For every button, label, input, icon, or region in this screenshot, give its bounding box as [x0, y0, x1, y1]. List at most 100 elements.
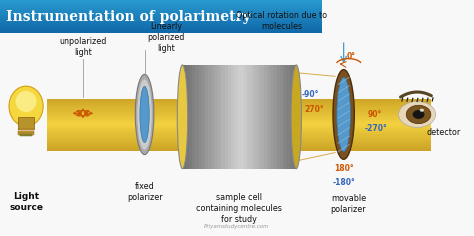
Bar [47, 135, 431, 136]
Bar [47, 145, 431, 147]
Bar [0, 0, 322, 1]
Bar [202, 65, 205, 169]
Bar [47, 128, 431, 130]
Bar [47, 120, 431, 122]
Bar [47, 136, 431, 139]
Ellipse shape [337, 77, 350, 152]
Bar [221, 65, 225, 169]
Bar [0, 7, 322, 8]
Bar [0, 26, 322, 27]
Bar [290, 65, 293, 169]
Text: movable
polarizer: movable polarizer [330, 194, 366, 214]
Bar [0, 12, 322, 13]
Bar [264, 65, 267, 169]
Bar [192, 65, 195, 169]
Bar [182, 65, 186, 169]
Bar [47, 124, 431, 126]
Bar [0, 19, 322, 20]
Bar [20, 134, 32, 136]
Text: Linearly
polarized
light: Linearly polarized light [147, 22, 184, 53]
Bar [0, 25, 322, 26]
Bar [231, 65, 235, 169]
Bar [293, 65, 296, 169]
Bar [47, 116, 431, 118]
Bar [189, 65, 192, 169]
Bar [47, 107, 431, 110]
Bar [47, 126, 431, 128]
Bar [47, 99, 431, 101]
Text: 0°: 0° [346, 52, 355, 61]
Bar [244, 65, 247, 169]
Bar [215, 65, 218, 169]
Bar [0, 32, 322, 33]
Bar [225, 65, 228, 169]
Bar [273, 65, 277, 169]
Text: Instrumentation of polarimetry: Instrumentation of polarimetry [6, 10, 251, 24]
Text: sample cell
containing molecules
for study: sample cell containing molecules for stu… [196, 193, 283, 224]
Bar [47, 147, 431, 149]
Text: detector: detector [426, 128, 460, 137]
Bar [257, 65, 261, 169]
Bar [267, 65, 270, 169]
Bar [0, 9, 322, 10]
Bar [0, 29, 322, 30]
Bar [47, 149, 431, 151]
Bar [228, 65, 231, 169]
Bar [0, 11, 322, 12]
Bar [218, 65, 221, 169]
Bar [47, 130, 431, 132]
Ellipse shape [406, 105, 431, 124]
Bar [0, 16, 322, 17]
Bar [235, 65, 238, 169]
Bar [0, 27, 322, 28]
Bar [18, 129, 34, 130]
Text: -270°: -270° [365, 124, 387, 133]
Bar [18, 117, 34, 129]
Ellipse shape [137, 79, 152, 150]
Bar [283, 65, 286, 169]
Bar [47, 139, 431, 141]
Bar [0, 30, 322, 31]
Ellipse shape [412, 110, 425, 119]
Bar [0, 1, 322, 2]
Bar [286, 65, 290, 169]
Bar [47, 112, 431, 114]
Bar [0, 20, 322, 21]
Bar [0, 17, 322, 18]
Bar [0, 22, 322, 23]
Bar [212, 65, 215, 169]
Bar [247, 65, 251, 169]
Bar [241, 65, 244, 169]
Bar [47, 118, 431, 120]
Bar [0, 6, 322, 7]
Text: Optical rotation due to
molecules: Optical rotation due to molecules [237, 11, 328, 31]
Text: -90°: -90° [302, 90, 319, 99]
Bar [0, 31, 322, 32]
Bar [47, 143, 431, 145]
Bar [47, 110, 431, 112]
Ellipse shape [291, 65, 301, 169]
Ellipse shape [420, 109, 424, 112]
Bar [199, 65, 202, 169]
Bar [0, 4, 322, 5]
Bar [47, 141, 431, 143]
Text: 270°: 270° [304, 105, 324, 114]
Ellipse shape [177, 65, 188, 169]
Bar [270, 65, 273, 169]
Text: unpolarized
light: unpolarized light [59, 37, 107, 57]
Bar [0, 5, 322, 6]
Bar [47, 122, 431, 124]
Bar [18, 131, 34, 133]
Text: 180°: 180° [334, 164, 354, 173]
Bar [0, 18, 322, 19]
Bar [209, 65, 212, 169]
Ellipse shape [16, 91, 36, 112]
Bar [0, 3, 322, 4]
Bar [205, 65, 209, 169]
Ellipse shape [333, 70, 354, 159]
Bar [47, 114, 431, 116]
Bar [0, 13, 322, 14]
Text: fixed
polarizer: fixed polarizer [127, 182, 163, 202]
Bar [0, 15, 322, 16]
Bar [238, 65, 241, 169]
